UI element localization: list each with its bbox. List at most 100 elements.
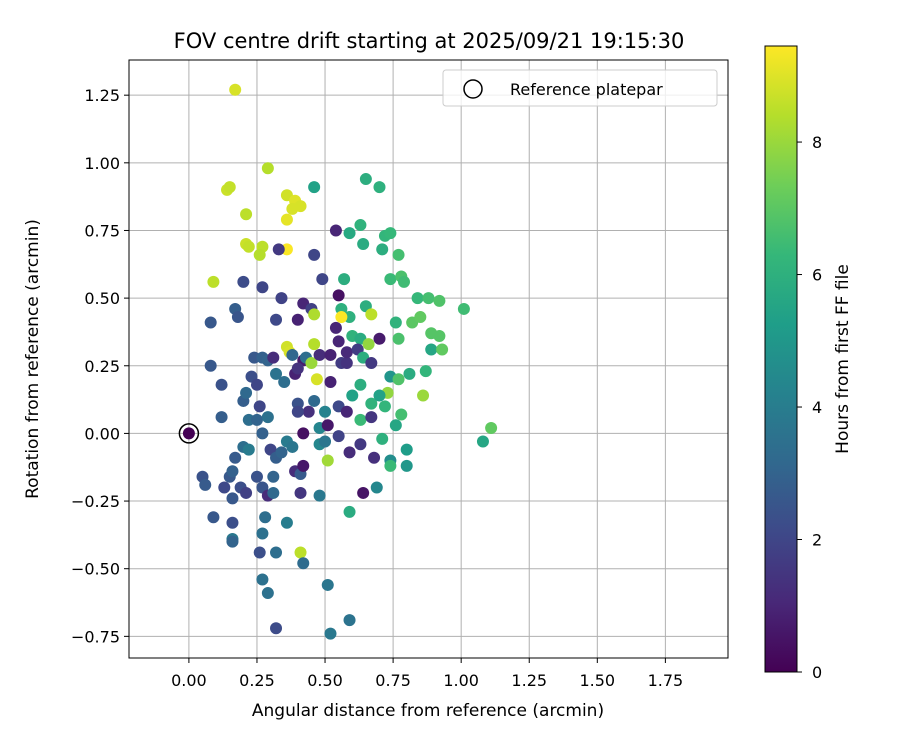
data-point (308, 338, 321, 351)
y-axis-ticks: −0.75 −0.50 −0.25 0.00 0.25 0.50 0.75 1.00 1.25 (71, 86, 129, 646)
data-point (294, 546, 307, 559)
x-axis-ticks: 0.00 0.25 0.50 0.75 1.00 1.25 1.50 1.75 (171, 658, 683, 690)
legend-reference-marker (463, 79, 483, 99)
data-point (204, 359, 217, 372)
data-point (297, 459, 310, 472)
data-point (313, 348, 326, 361)
data-point (305, 357, 318, 370)
data-point (261, 162, 274, 175)
data-point (270, 367, 283, 380)
data-point (389, 316, 402, 329)
data-point (261, 411, 274, 424)
data-point (357, 486, 370, 499)
data-point (297, 557, 310, 570)
chart-title: FOV centre drift starting at 2025/09/21 … (174, 29, 685, 53)
data-point (395, 408, 408, 421)
data-point (370, 481, 383, 494)
colorbar-tick-label: 4 (812, 398, 822, 417)
data-point (346, 389, 359, 402)
data-point (199, 478, 212, 491)
data-point (250, 470, 263, 483)
data-point (242, 443, 255, 456)
x-tick-label: 0.75 (375, 671, 411, 690)
data-point (294, 200, 307, 213)
data-point (321, 454, 334, 467)
data-point (308, 181, 321, 194)
data-point (256, 427, 269, 440)
data-point (389, 419, 402, 432)
data-point (433, 330, 446, 342)
data-point (419, 365, 432, 378)
data-point (226, 516, 239, 529)
data-point (313, 489, 326, 502)
data-point (400, 459, 413, 472)
data-point (362, 338, 375, 351)
data-point (384, 273, 397, 286)
data-point (204, 316, 217, 329)
data-point (417, 389, 430, 402)
data-point (354, 438, 367, 451)
data-point (376, 243, 389, 256)
data-point (368, 451, 381, 464)
data-point (253, 546, 266, 559)
data-point (329, 321, 342, 334)
data-point (354, 219, 367, 232)
data-point (291, 313, 304, 326)
data-point (373, 332, 386, 345)
y-tick-label: 0.75 (84, 221, 120, 240)
data-point (218, 481, 231, 494)
data-point (422, 292, 435, 305)
data-point (267, 470, 280, 483)
data-point (411, 292, 424, 305)
data-point (270, 622, 283, 635)
data-point (457, 302, 470, 315)
data-point (384, 227, 397, 240)
data-point (250, 378, 263, 391)
data-point (272, 243, 285, 256)
reference-platepar-marker (178, 423, 200, 444)
data-point (425, 343, 438, 356)
colorbar-tick-label: 2 (812, 531, 822, 550)
data-point (400, 443, 413, 456)
data-point (215, 411, 228, 424)
data-point (280, 516, 293, 529)
data-point (294, 486, 307, 499)
data-point (343, 227, 356, 240)
y-tick-label: 1.00 (84, 154, 120, 173)
x-tick-label: 1.50 (579, 671, 615, 690)
y-tick-label: −0.25 (71, 492, 120, 511)
data-point (324, 348, 337, 361)
data-point (384, 459, 397, 472)
colorbar-label: Hours from first FF file (833, 264, 853, 454)
data-point (321, 578, 334, 591)
data-point (267, 486, 280, 499)
data-point (397, 275, 410, 288)
colorbar-tick-label: 6 (812, 266, 822, 285)
data-point (291, 405, 304, 418)
data-point (373, 181, 386, 194)
data-point (354, 378, 367, 391)
y-axis-label: Rotation from reference (arcmin) (23, 219, 43, 499)
data-point (261, 587, 274, 600)
data-point (365, 397, 378, 410)
y-tick-label: −0.50 (71, 560, 120, 579)
data-point (357, 238, 370, 250)
data-point (286, 348, 299, 361)
data-points (182, 83, 498, 640)
data-point (242, 240, 255, 253)
data-point (256, 527, 269, 540)
reference-marker-layer (178, 423, 200, 444)
data-point (215, 378, 228, 391)
data-point (373, 389, 386, 402)
data-point (319, 405, 332, 418)
y-tick-label: 0.50 (84, 289, 120, 308)
data-point (310, 373, 323, 386)
data-point (297, 427, 310, 440)
data-point (240, 386, 253, 399)
data-point (291, 362, 304, 375)
data-point (240, 208, 253, 221)
y-tick-label: 0.00 (84, 424, 120, 443)
y-tick-label: −0.75 (71, 627, 120, 646)
legend-entry-reference: Reference platepar (510, 80, 663, 99)
colorbar-tick-label: 8 (812, 133, 822, 152)
